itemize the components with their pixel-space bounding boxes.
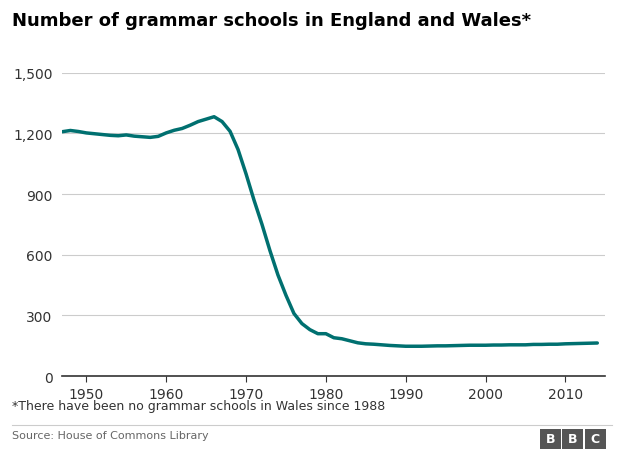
Text: B: B (545, 432, 555, 445)
Text: *There have been no grammar schools in Wales since 1988: *There have been no grammar schools in W… (12, 399, 386, 412)
Text: B: B (568, 432, 578, 445)
Text: Number of grammar schools in England and Wales*: Number of grammar schools in England and… (12, 11, 532, 29)
Text: C: C (591, 432, 600, 445)
Text: Source: House of Commons Library: Source: House of Commons Library (12, 431, 209, 441)
